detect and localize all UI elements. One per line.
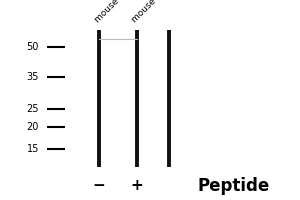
Text: +: + [130, 178, 143, 194]
Text: mouse liver: mouse liver [93, 0, 136, 24]
Text: 50: 50 [27, 42, 39, 52]
Text: mouse liver: mouse liver [130, 0, 174, 24]
Text: −: − [93, 178, 105, 194]
Text: 20: 20 [27, 122, 39, 132]
Text: 35: 35 [27, 72, 39, 82]
Text: 25: 25 [26, 104, 39, 114]
Text: Peptide: Peptide [198, 177, 270, 195]
Text: 15: 15 [27, 144, 39, 154]
